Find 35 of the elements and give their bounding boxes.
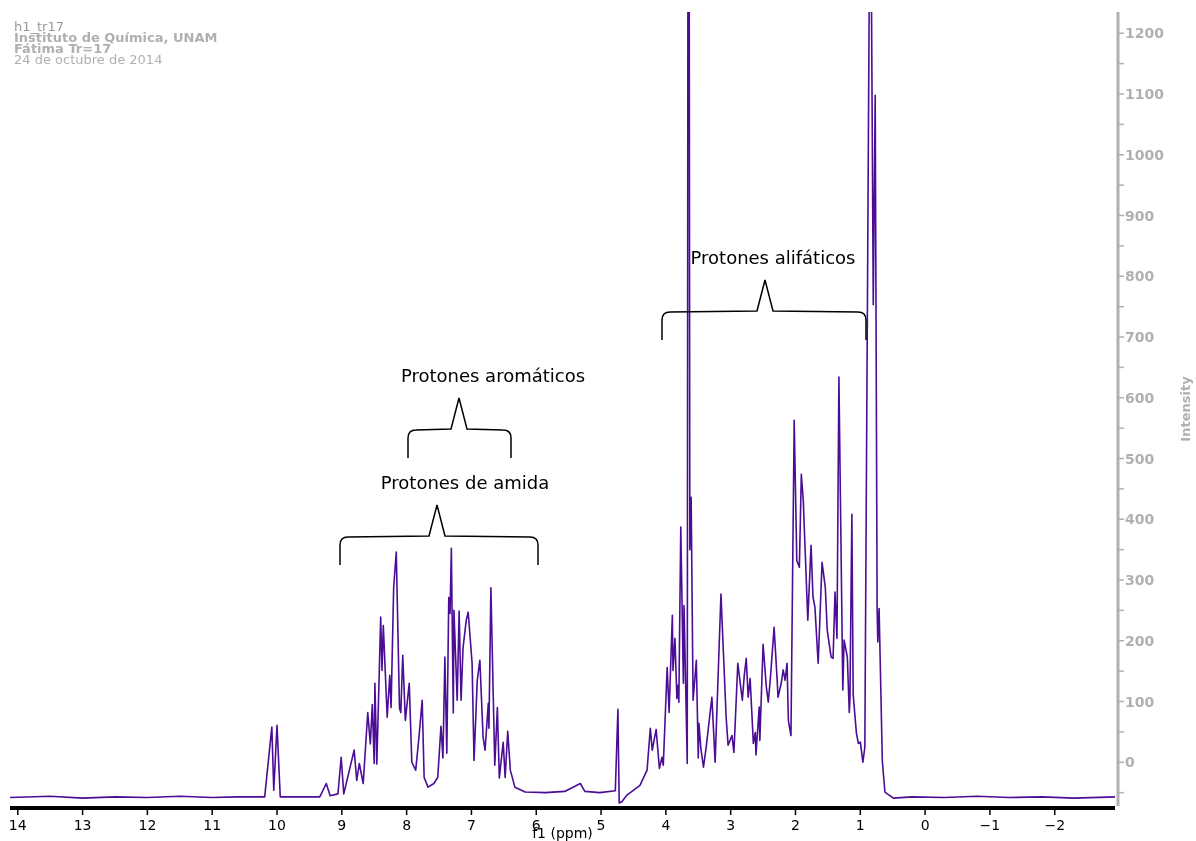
y-axis-title: Intensity: [1178, 375, 1193, 442]
y-tick-label: 600: [1125, 389, 1155, 406]
x-tick-label: 0: [920, 817, 930, 833]
text: h1_tr17: [14, 19, 64, 34]
x-tick-label: −2: [1044, 817, 1066, 833]
x-tick-label: 11: [203, 817, 222, 833]
y-tick-label: 900: [1125, 207, 1155, 224]
y-tick-label: 700: [1125, 329, 1155, 346]
y-tick-label: 300: [1125, 572, 1155, 589]
x-tick-label: 5: [596, 817, 606, 833]
y-tick-label: 200: [1125, 632, 1155, 649]
y-tick-label: 1100: [1125, 86, 1165, 103]
x-tick-label: 4: [661, 817, 671, 833]
x-tick-label: 3: [726, 817, 736, 833]
annotation: 24 de octubre de 2014: [14, 52, 163, 67]
y-tick-label: 1200: [1125, 25, 1165, 42]
x-tick-label: 7: [466, 817, 476, 833]
x-tick-label: 14: [8, 817, 27, 833]
x-tick-label: 8: [402, 817, 412, 833]
annotation: Protones alifáticos: [690, 247, 856, 268]
x-tick-label: −1: [979, 817, 1001, 833]
x-tick-label: 13: [73, 817, 92, 833]
y-tick-label: 500: [1125, 450, 1155, 467]
x-tick-label: 9: [337, 817, 347, 833]
x-tick-label: 12: [138, 817, 157, 833]
x-tick-label: 10: [268, 817, 286, 833]
x-tick-label: 2: [791, 817, 800, 833]
y-tick-label: 800: [1125, 268, 1155, 285]
x-tick-label: 1: [855, 817, 865, 833]
y-tick-label: 100: [1125, 693, 1155, 710]
y-tick-label: 400: [1125, 511, 1155, 528]
y-tick-label: 1000: [1125, 146, 1165, 163]
annotation: Protones de amida: [380, 472, 550, 493]
y-tick-label: 0: [1125, 754, 1135, 771]
annotation: Protones aromáticos: [400, 365, 586, 386]
